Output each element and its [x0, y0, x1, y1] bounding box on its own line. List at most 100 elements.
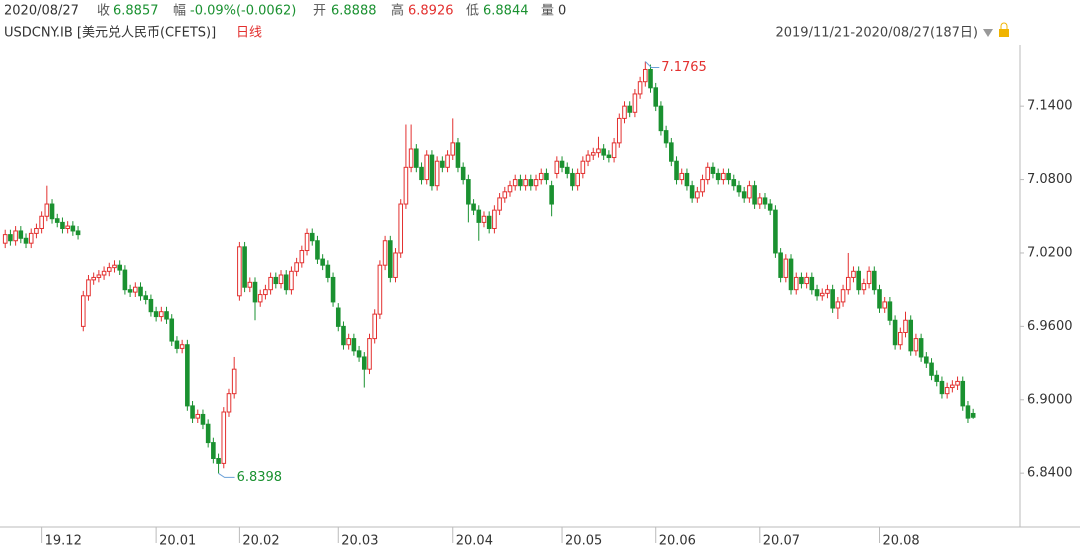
candle-body	[918, 338, 924, 358]
candle-body	[580, 160, 586, 174]
candle-body	[60, 221, 65, 230]
candle-body	[934, 374, 940, 382]
x-tick-label: 20.02	[242, 534, 279, 549]
candle-body	[179, 344, 185, 349]
candle-body	[169, 318, 175, 342]
candle-body	[8, 234, 13, 242]
candle-body	[231, 368, 237, 395]
candle-body	[237, 246, 242, 297]
candle-body	[127, 289, 133, 293]
candle-body	[153, 311, 159, 318]
candle-body	[200, 413, 206, 425]
candle-body	[570, 172, 575, 187]
candle-body	[429, 154, 435, 187]
candle-body	[185, 344, 190, 407]
candle-body	[148, 298, 154, 313]
candle-body	[65, 225, 70, 230]
candle-body	[871, 270, 877, 291]
candle-body	[705, 166, 711, 181]
candle-body	[393, 252, 398, 278]
candle-body	[18, 230, 24, 239]
candle-body	[398, 203, 404, 254]
candle-body	[216, 457, 221, 464]
candle-body	[143, 295, 149, 300]
y-tick-label: 7.0200	[1027, 245, 1073, 260]
header: 2020/08/27 收 6.8857 幅 -0.09%(-0.0062) 开 …	[4, 3, 1009, 41]
symbol: USDCNY.IB [美元兑人民币(CFETS)]	[4, 26, 216, 41]
candle-body	[627, 105, 632, 113]
x-tick-label: 20.05	[565, 534, 602, 549]
candle-body	[695, 191, 700, 199]
value: -0.09%(-0.0062)	[190, 4, 296, 19]
candle-body	[486, 215, 492, 230]
candle-body	[726, 172, 731, 181]
candle-body	[492, 209, 497, 230]
candle-body	[564, 166, 570, 174]
candle-body	[263, 289, 268, 296]
candle-body	[773, 209, 778, 254]
candle-body	[877, 289, 882, 309]
x-tick-label: 20.08	[882, 534, 919, 549]
candle-body	[554, 160, 560, 174]
candle-body	[700, 179, 705, 193]
candle-body	[757, 197, 763, 205]
candle-body	[330, 276, 336, 303]
y-tick-label: 7.0800	[1027, 172, 1073, 187]
candle-body	[523, 179, 528, 187]
candle-body	[762, 197, 768, 205]
annotation-arrow	[644, 61, 660, 69]
candle-body	[325, 264, 331, 278]
candle-body	[304, 232, 310, 252]
range[interactable]: 2019/11/21-2020/08/27(187日)	[775, 26, 978, 41]
candle-body	[34, 228, 39, 234]
x-tick-label: 20.01	[159, 534, 196, 549]
candle-body	[247, 281, 253, 288]
candle-body	[944, 387, 950, 395]
candle-body	[908, 319, 914, 352]
candle-body	[611, 142, 617, 159]
candle-body	[637, 81, 643, 95]
candle-body	[424, 154, 430, 181]
candle-body	[814, 289, 820, 297]
period: 日线	[236, 26, 262, 41]
candle-body	[721, 172, 726, 181]
candle-body	[674, 160, 679, 181]
candle-body	[606, 154, 612, 159]
candle-body	[351, 338, 357, 352]
candle-body	[783, 258, 789, 278]
candle-body	[747, 185, 752, 199]
candle-body	[481, 215, 487, 223]
candle-body	[23, 237, 29, 244]
candle-body	[221, 411, 227, 464]
candle-body	[965, 405, 971, 419]
candle-body	[315, 240, 320, 260]
candle-body	[299, 250, 305, 264]
lock-icon[interactable]	[999, 29, 1009, 37]
candle-body	[138, 286, 143, 297]
candle-body	[616, 117, 622, 144]
candle-body	[882, 301, 887, 309]
candle-body	[622, 105, 627, 119]
candle-body	[507, 185, 513, 193]
y-tick-label: 6.9000	[1027, 392, 1073, 407]
candle-body	[887, 301, 893, 321]
candle-body	[663, 130, 669, 144]
candle-body	[840, 289, 846, 303]
candle-body	[372, 313, 377, 340]
candle-body	[799, 276, 804, 285]
candle-body	[845, 276, 851, 291]
candle-body	[174, 340, 180, 349]
candle-body	[669, 142, 674, 162]
candle-body	[679, 172, 685, 181]
dropdown-icon[interactable]	[983, 29, 993, 37]
candle-body	[830, 289, 835, 309]
candle-body	[939, 380, 945, 395]
candle-body	[28, 232, 34, 244]
candle-body	[643, 68, 648, 83]
candle-body	[91, 276, 96, 281]
label: 开	[313, 4, 326, 19]
candle-body	[414, 148, 419, 168]
candle-body	[361, 356, 367, 370]
candle-body	[929, 362, 934, 376]
